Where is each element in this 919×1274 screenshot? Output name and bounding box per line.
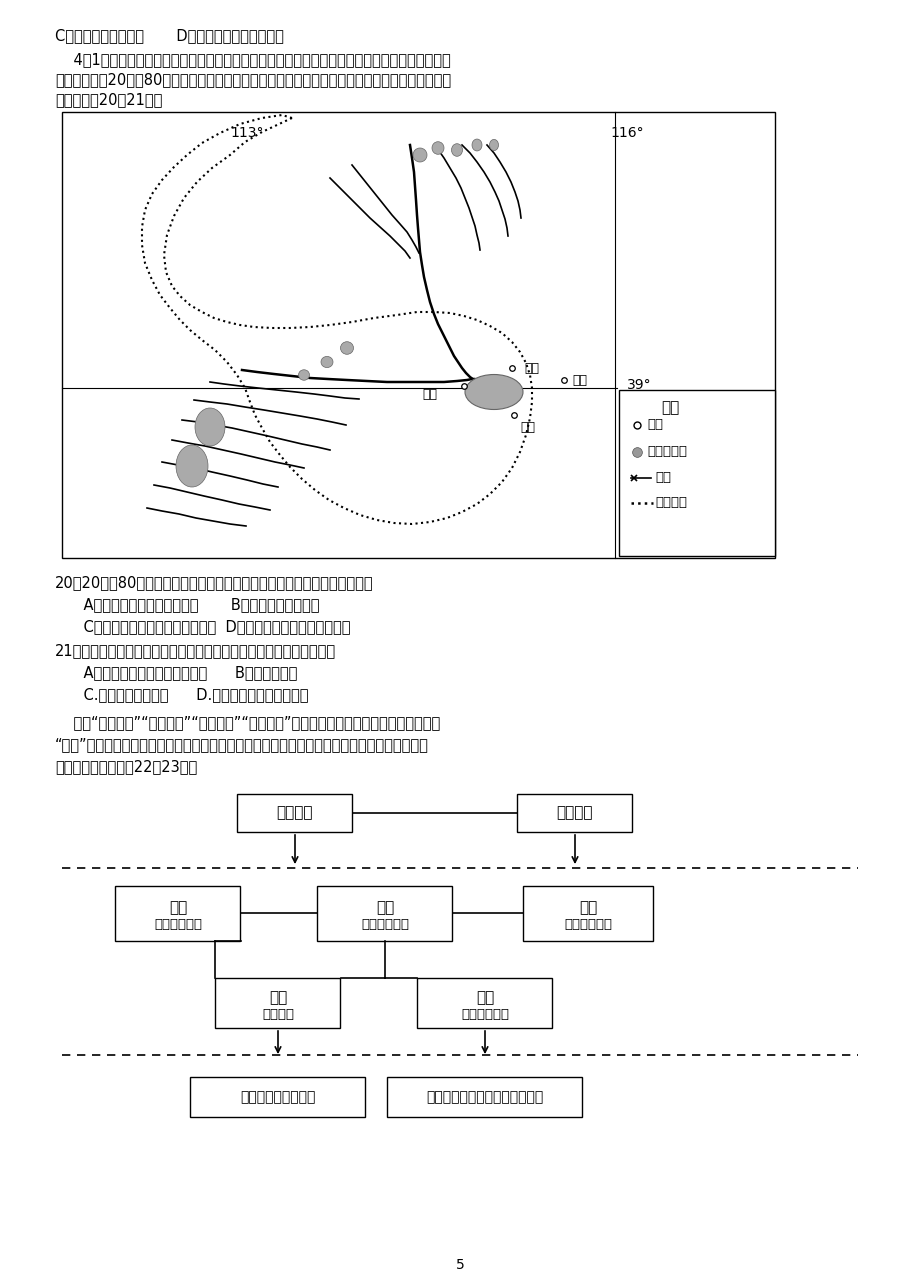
Text: 21．随着雄安新区的建设发展，保护和恢复白洋淤湿地可采取的措施是: 21．随着雄安新区的建设发展，保护和恢复白洋淤湿地可采取的措施是: [55, 643, 335, 657]
Text: C．替代城市公共交通       D．解决城市交通拥堵问题: C．替代城市公共交通 D．解决城市交通拥堵问题: [55, 28, 284, 43]
Text: A．流域内降水量和蒸发量小       B．农业机械化水平高: A．流域内降水量和蒸发量小 B．农业机械化水平高: [65, 598, 319, 612]
Ellipse shape: [340, 341, 353, 354]
Ellipse shape: [451, 144, 462, 157]
Text: 流域界限: 流域界限: [654, 496, 686, 510]
Ellipse shape: [413, 148, 426, 162]
Text: 雄县: 雄县: [572, 375, 586, 387]
Ellipse shape: [471, 139, 482, 150]
Text: （化工涂料）: （化工涂料）: [460, 1009, 508, 1022]
Bar: [62, 112, 774, 558]
Text: 39°: 39°: [627, 378, 651, 392]
Bar: [215, 978, 340, 1028]
Text: 勒流: 勒流: [268, 990, 287, 1005]
Text: （五金）: （五金）: [262, 1009, 294, 1022]
Text: 政府机构: 政府机构: [277, 805, 312, 820]
Text: 4月1日，国务院决定在河北雄县、容城、安新三县及周边地区设立雄安新区，雄安新区囊括白洋: 4月1日，国务院决定在河北雄县、容城、安新三县及周边地区设立雄安新区，雄安新区囊…: [55, 52, 450, 68]
Text: 白洋淤: 白洋淤: [478, 392, 503, 406]
Ellipse shape: [464, 375, 522, 409]
Text: （家具制造）: （家具制造）: [360, 919, 409, 931]
Text: 域图，完成20、21题。: 域图，完成20、21题。: [55, 92, 162, 107]
Ellipse shape: [298, 369, 309, 380]
Text: 培训教育与技术支持: 培训教育与技术支持: [240, 1091, 315, 1105]
Bar: [190, 1077, 365, 1117]
Text: 淤整个水域。20世纪80年代中期开始，白洋淤水位下降，经常处于半干涸、干涸状态。读白洋淤流: 淤整个水域。20世纪80年代中期开始，白洋淤水位下降，经常处于半干涸、干涸状态。…: [55, 73, 450, 87]
Text: 容城: 容城: [524, 362, 539, 375]
Bar: [387, 1077, 582, 1117]
Ellipse shape: [489, 139, 498, 150]
Bar: [237, 794, 352, 832]
Text: C．上游修水库导致入湖水量减少  D．工农业发达，城市化水平高: C．上游修水库导致入湖水量减少 D．工农业发达，城市化水平高: [65, 619, 350, 634]
Text: 乐从: 乐从: [169, 901, 187, 916]
Text: 20．20世纪80年代中期，白洋淤经常处于半干涸、干涸状态的原因，可能是: 20．20世纪80年代中期，白洋淤经常处于半干涸、干涸状态的原因，可能是: [55, 575, 373, 590]
Bar: [516, 794, 632, 832]
Text: 荣桂: 荣桂: [475, 990, 494, 1005]
Text: （家具市场）: （家具市场）: [153, 919, 202, 931]
Ellipse shape: [176, 445, 208, 487]
Text: 伦教: 伦教: [578, 901, 596, 916]
Text: 113°: 113°: [230, 126, 263, 140]
Text: 物流、法律、金融、会计等服务: 物流、法律、金融、会计等服务: [425, 1091, 543, 1105]
Text: 展网络示意图，完成22。23题。: 展网络示意图，完成22。23题。: [55, 759, 197, 775]
Text: A．填埋部分河道作为建设用地      B．跨流域调水: A．填埋部分河道作为建设用地 B．跨流域调水: [65, 665, 297, 680]
Text: 龙江: 龙江: [376, 901, 393, 916]
Text: 行业协会: 行业协会: [556, 805, 593, 820]
Text: 城市: 城市: [646, 418, 663, 431]
Text: 图例: 图例: [660, 400, 678, 415]
Text: C.暂缓开发区域经济      D.加大第二产业的发展力度: C.暂缓开发区域经济 D.加大第二产业的发展力度: [65, 687, 308, 702]
Ellipse shape: [321, 357, 333, 368]
Text: 5: 5: [455, 1257, 464, 1271]
Text: 河流: 河流: [654, 471, 670, 484]
Ellipse shape: [195, 408, 225, 446]
Bar: [618, 390, 774, 555]
Text: 116°: 116°: [609, 126, 643, 140]
Bar: [417, 978, 552, 1028]
Text: “特色”是小镇的核心元素，市场化运作机制是小镇持续良性运行的保障。读广东佛山某专业镇发: “特色”是小镇的核心元素，市场化运作机制是小镇持续良性运行的保障。读广东佛山某专…: [55, 736, 428, 752]
Bar: [317, 885, 452, 940]
Text: 随着“时尚小镇”“云栖小镇”“养老小镇”“家具小镇”等的出现，小镇建设在我国风生水起。: 随着“时尚小镇”“云栖小镇”“养老小镇”“家具小镇”等的出现，小镇建设在我国风生…: [55, 715, 440, 730]
Ellipse shape: [432, 141, 444, 154]
Text: 安新: 安新: [519, 420, 535, 434]
Bar: [116, 885, 240, 940]
Bar: [522, 885, 652, 940]
Text: 保定: 保定: [422, 389, 437, 401]
Text: （木工机械）: （木工机械）: [563, 919, 611, 931]
Text: 湖泊和水库: 湖泊和水库: [646, 445, 686, 457]
